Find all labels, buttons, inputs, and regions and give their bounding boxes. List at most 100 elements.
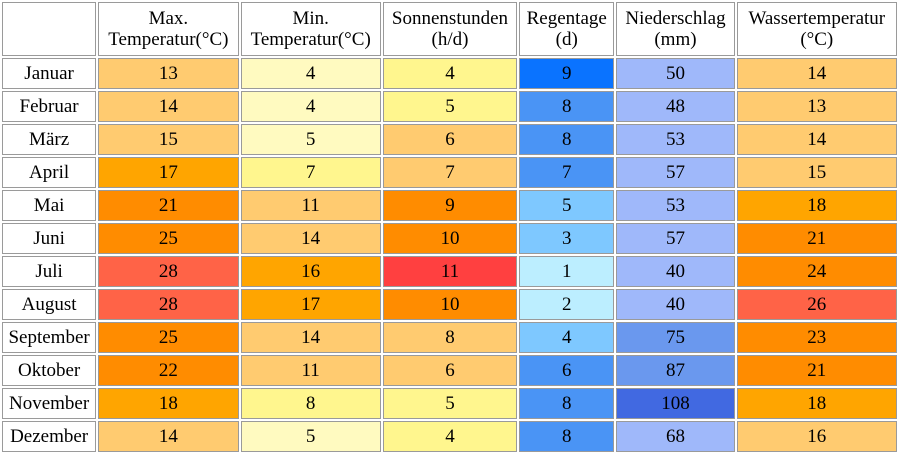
- table-row: November 18 8 5 8 108 18: [2, 388, 897, 419]
- precipitation-cell: 40: [616, 289, 735, 320]
- table-row: Februar 14 4 5 8 48 13: [2, 91, 897, 122]
- month-label: Dezember: [2, 421, 97, 452]
- max-temp-cell: 28: [98, 256, 239, 287]
- header-rain-days: Regentage (d): [519, 2, 615, 56]
- sunshine-cell: 6: [382, 355, 518, 386]
- rain-days-cell: 8: [519, 421, 615, 452]
- table-row: Oktober 22 11 6 6 87 21: [2, 355, 897, 386]
- table-row: Juli 28 16 11 1 40 24: [2, 256, 897, 287]
- month-label: Januar: [2, 58, 97, 89]
- month-label: März: [2, 124, 97, 155]
- header-sunshine: Sonnenstunden (h/d): [382, 2, 518, 56]
- min-temp-cell: 4: [240, 91, 381, 122]
- water-temp-cell: 16: [736, 421, 897, 452]
- precipitation-cell: 53: [616, 190, 735, 221]
- rain-days-cell: 8: [519, 124, 615, 155]
- month-label: Juli: [2, 256, 97, 287]
- max-temp-cell: 15: [98, 124, 239, 155]
- precipitation-cell: 53: [616, 124, 735, 155]
- rain-days-cell: 4: [519, 322, 615, 353]
- table-row: Mai 21 11 9 5 53 18: [2, 190, 897, 221]
- month-label: September: [2, 322, 97, 353]
- table-row: Januar 13 4 4 9 50 14: [2, 58, 897, 89]
- month-label: November: [2, 388, 97, 419]
- water-temp-cell: 21: [736, 223, 897, 254]
- header-max-temp-line2: Temperatur(°C): [108, 29, 229, 50]
- water-temp-cell: 21: [736, 355, 897, 386]
- table-row: Juni 25 14 10 3 57 21: [2, 223, 897, 254]
- sunshine-cell: 5: [382, 388, 518, 419]
- header-rain-days-line1: Regentage: [526, 8, 607, 29]
- sunshine-cell: 5: [382, 91, 518, 122]
- precipitation-cell: 48: [616, 91, 735, 122]
- min-temp-cell: 16: [240, 256, 381, 287]
- header-min-temp: Min. Temperatur(°C): [240, 2, 381, 56]
- table-header: Max. Temperatur(°C) Min. Temperatur(°C) …: [2, 2, 897, 56]
- min-temp-cell: 8: [240, 388, 381, 419]
- rain-days-cell: 2: [519, 289, 615, 320]
- header-min-temp-line2: Temperatur(°C): [250, 29, 371, 50]
- max-temp-cell: 13: [98, 58, 239, 89]
- month-label: April: [2, 157, 97, 188]
- max-temp-cell: 14: [98, 421, 239, 452]
- min-temp-cell: 11: [240, 355, 381, 386]
- precipitation-cell: 75: [616, 322, 735, 353]
- max-temp-cell: 21: [98, 190, 239, 221]
- sunshine-cell: 10: [382, 223, 518, 254]
- table-row: März 15 5 6 8 53 14: [2, 124, 897, 155]
- header-max-temp: Max. Temperatur(°C): [98, 2, 239, 56]
- max-temp-cell: 22: [98, 355, 239, 386]
- min-temp-cell: 5: [240, 421, 381, 452]
- rain-days-cell: 3: [519, 223, 615, 254]
- sunshine-cell: 8: [382, 322, 518, 353]
- month-label: Mai: [2, 190, 97, 221]
- precipitation-cell: 68: [616, 421, 735, 452]
- rain-days-cell: 9: [519, 58, 615, 89]
- header-min-temp-line1: Min.: [292, 8, 329, 29]
- header-water-temp-line1: Wassertemperatur: [748, 8, 886, 29]
- max-temp-cell: 18: [98, 388, 239, 419]
- water-temp-cell: 26: [736, 289, 897, 320]
- rain-days-cell: 8: [519, 388, 615, 419]
- precipitation-cell: 50: [616, 58, 735, 89]
- rain-days-cell: 5: [519, 190, 615, 221]
- header-row: Max. Temperatur(°C) Min. Temperatur(°C) …: [2, 2, 897, 56]
- rain-days-cell: 7: [519, 157, 615, 188]
- sunshine-cell: 4: [382, 421, 518, 452]
- table-row: Dezember 14 5 4 8 68 16: [2, 421, 897, 452]
- header-precipitation: Niederschlag (mm): [616, 2, 735, 56]
- min-temp-cell: 11: [240, 190, 381, 221]
- table-body: Januar 13 4 4 9 50 14 Februar 14 4 5 8 48 13 März 15 5 6 8…: [2, 58, 897, 452]
- water-temp-cell: 24: [736, 256, 897, 287]
- header-sunshine-line2: (h/d): [431, 29, 469, 50]
- precipitation-cell: 87: [616, 355, 735, 386]
- water-temp-cell: 13: [736, 91, 897, 122]
- sunshine-cell: 7: [382, 157, 518, 188]
- water-temp-cell: 14: [736, 124, 897, 155]
- precipitation-cell: 57: [616, 157, 735, 188]
- min-temp-cell: 5: [240, 124, 381, 155]
- precipitation-cell: 108: [616, 388, 735, 419]
- header-max-temp-line1: Max.: [148, 8, 189, 29]
- header-precipitation-line2: (mm): [654, 29, 697, 50]
- min-temp-cell: 4: [240, 58, 381, 89]
- sunshine-cell: 6: [382, 124, 518, 155]
- max-temp-cell: 17: [98, 157, 239, 188]
- table-row: September 25 14 8 4 75 23: [2, 322, 897, 353]
- min-temp-cell: 14: [240, 223, 381, 254]
- rain-days-cell: 8: [519, 91, 615, 122]
- water-temp-cell: 18: [736, 190, 897, 221]
- table-row: April 17 7 7 7 57 15: [2, 157, 897, 188]
- table-row: August 28 17 10 2 40 26: [2, 289, 897, 320]
- water-temp-cell: 18: [736, 388, 897, 419]
- precipitation-cell: 57: [616, 223, 735, 254]
- max-temp-cell: 25: [98, 223, 239, 254]
- month-label: Februar: [2, 91, 97, 122]
- header-water-temp: Wassertemperatur (°C): [736, 2, 897, 56]
- max-temp-cell: 25: [98, 322, 239, 353]
- month-label: August: [2, 289, 97, 320]
- header-sunshine-line1: Sonnenstunden: [391, 8, 509, 29]
- min-temp-cell: 17: [240, 289, 381, 320]
- precipitation-cell: 40: [616, 256, 735, 287]
